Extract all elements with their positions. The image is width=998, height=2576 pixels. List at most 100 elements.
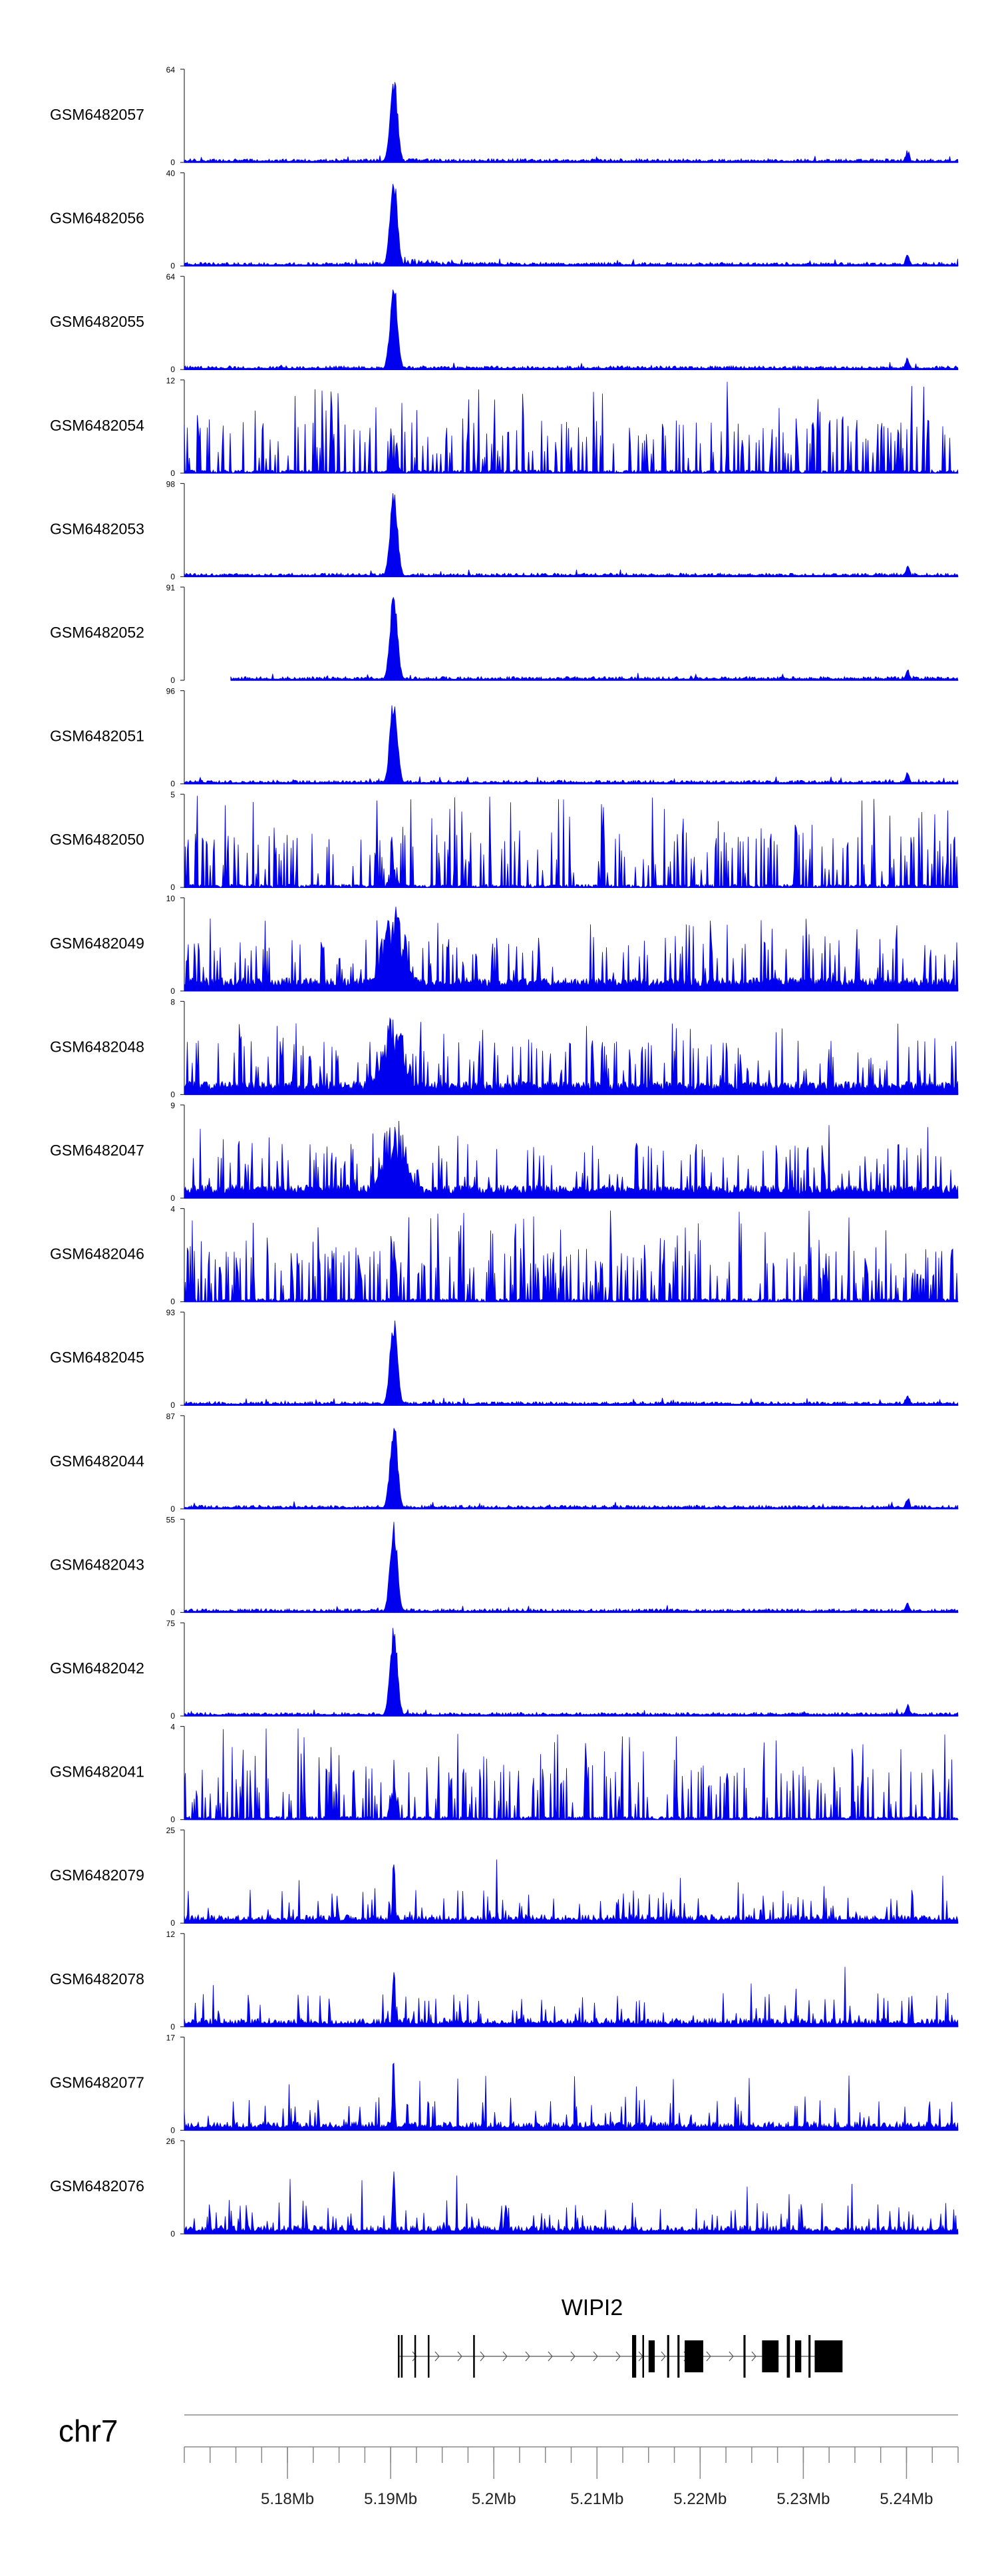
gene-name-label: WIPI2 [562,2295,623,2320]
axis-ticks: 5.18Mb 5.19Mb 5.2Mb 5.21Mb 5.22Mb 5.23Mb 5.24M… [184,2414,959,2508]
track-ymin-label: 0 [170,1090,175,1099]
track-ymin-label: 0 [170,1815,175,1825]
coverage-area [184,493,959,577]
track-label: GSM6482048 [50,1038,144,1055]
track-label: GSM6482047 [50,1142,144,1159]
coverage-area [184,1320,959,1406]
coverage-area [184,705,959,784]
track-ymax-label: 5 [170,790,175,799]
track-ymax-label: 40 [166,169,176,178]
strand-arrow-icon [706,2351,711,2362]
gene-exon [685,2340,703,2372]
track-label: GSM6482055 [50,313,144,330]
track-ymin-label: 0 [170,2125,175,2135]
axis-tick-label: 5.2Mb [472,2490,516,2508]
track-GSM6482051: GSM6482051 96 0 [50,687,959,789]
track-GSM6482057: GSM6482057 64 0 [50,65,959,167]
track-ymax-label: 93 [166,1308,176,1317]
track-ymin-label: 0 [170,1193,175,1203]
track-GSM6482045: GSM6482045 93 0 [50,1308,959,1410]
coverage-area [184,1017,959,1095]
coverage-area [184,1728,959,1821]
track-GSM6482041: GSM6482041 4 0 [50,1723,959,1825]
track-ymax-label: 4 [170,1723,175,1732]
track-ymax-label: 98 [166,479,176,489]
coverage-area [184,907,959,992]
track-ymax-label: 26 [166,2137,176,2146]
axis-tick-label: 5.21Mb [570,2490,623,2508]
coverage-area [230,596,959,681]
coverage-area [184,1120,959,1199]
strand-arrow-icon [729,2351,734,2362]
axis-tick-label: 5.23Mb [776,2490,830,2508]
track-ymax-label: 4 [170,1205,175,1214]
coverage-area [184,289,959,370]
track-label: GSM6482046 [50,1245,144,1263]
coverage-area [184,2062,959,2131]
axis-tick-label: 5.24Mb [880,2490,933,2508]
gene-exon [814,2340,843,2372]
track-ymax-label: 25 [166,1826,176,1835]
track-GSM6482046: GSM6482046 4 0 [50,1205,959,1307]
strand-arrow-icon [480,2351,485,2362]
gene-exon [642,2335,644,2378]
track-ymin-label: 0 [170,1918,175,1928]
track-label: GSM6482049 [50,935,144,952]
coverage-area [184,795,959,889]
strand-arrow-icon [751,2351,756,2362]
axis-tick-label: 5.18Mb [261,2490,314,2508]
coverage-area [184,1428,959,1510]
gene-exon [648,2340,655,2372]
strand-arrow-icon [548,2351,553,2362]
track-GSM6482054: GSM6482054 12 0 [50,376,959,478]
strand-arrow-icon [412,2351,417,2362]
track-GSM6482042: GSM6482042 75 0 [50,1619,959,1721]
track-label: GSM6482053 [50,520,144,537]
coverage-area [184,381,959,474]
strand-arrow-icon [434,2351,440,2362]
track-ymax-label: 12 [166,376,176,385]
track-label: GSM6482041 [50,1763,144,1781]
track-ymin-label: 0 [170,986,175,996]
coverage-tracks: GSM6482057640GSM6482056400GSM6482055640G… [50,65,959,2239]
track-ymax-label: 64 [166,65,176,75]
track-ymax-label: 96 [166,687,176,696]
track-ymax-label: 91 [166,583,176,592]
track-label: GSM6482056 [50,210,144,227]
gene-exon [677,2335,680,2378]
track-ymin-label: 0 [170,779,175,789]
gene-exon [808,2335,811,2378]
track-ymax-label: 12 [166,1930,176,1939]
track-GSM6482056: GSM6482056 40 0 [50,169,959,271]
track-ymax-label: 64 [166,272,176,282]
strand-arrow-icon [525,2351,530,2362]
track-GSM6482053: GSM6482053 98 0 [50,479,959,581]
track-ymax-label: 75 [166,1619,176,1628]
coverage-area [184,1522,959,1613]
coverage-area [184,1627,959,1717]
track-ymin-label: 0 [170,1504,175,1514]
gene-exon [427,2335,430,2378]
strand-arrow-icon [502,2351,508,2362]
genome-axis: chr7 5.18Mb 5.19Mb 5.2Mb 5.21Mb 5.22Mb 5.23Mb… [59,2414,959,2508]
track-GSM6482077: GSM6482077 17 0 [50,2033,959,2135]
track-ymax-label: 10 [166,894,176,903]
track-ymin-label: 0 [170,1297,175,1307]
track-GSM6482047: GSM6482047 9 0 [50,1101,959,1203]
track-ymax-label: 8 [170,997,175,1006]
coverage-area [184,82,959,163]
gene-exon [794,2340,802,2372]
track-GSM6482052: GSM6482052 91 0 [50,583,959,685]
track-label: GSM6482044 [50,1452,144,1470]
track-ymin-label: 0 [170,2022,175,2032]
gene-exon [397,2335,400,2378]
gene-model [397,2335,843,2378]
coverage-area [184,1966,959,2028]
track-label: GSM6482045 [50,1349,144,1366]
track-ymax-label: 87 [166,1412,176,1421]
gene-exon [667,2335,669,2378]
track-ymin-label: 0 [170,676,175,685]
strand-arrow-icon [593,2351,598,2362]
track-ymin-label: 0 [170,469,175,478]
